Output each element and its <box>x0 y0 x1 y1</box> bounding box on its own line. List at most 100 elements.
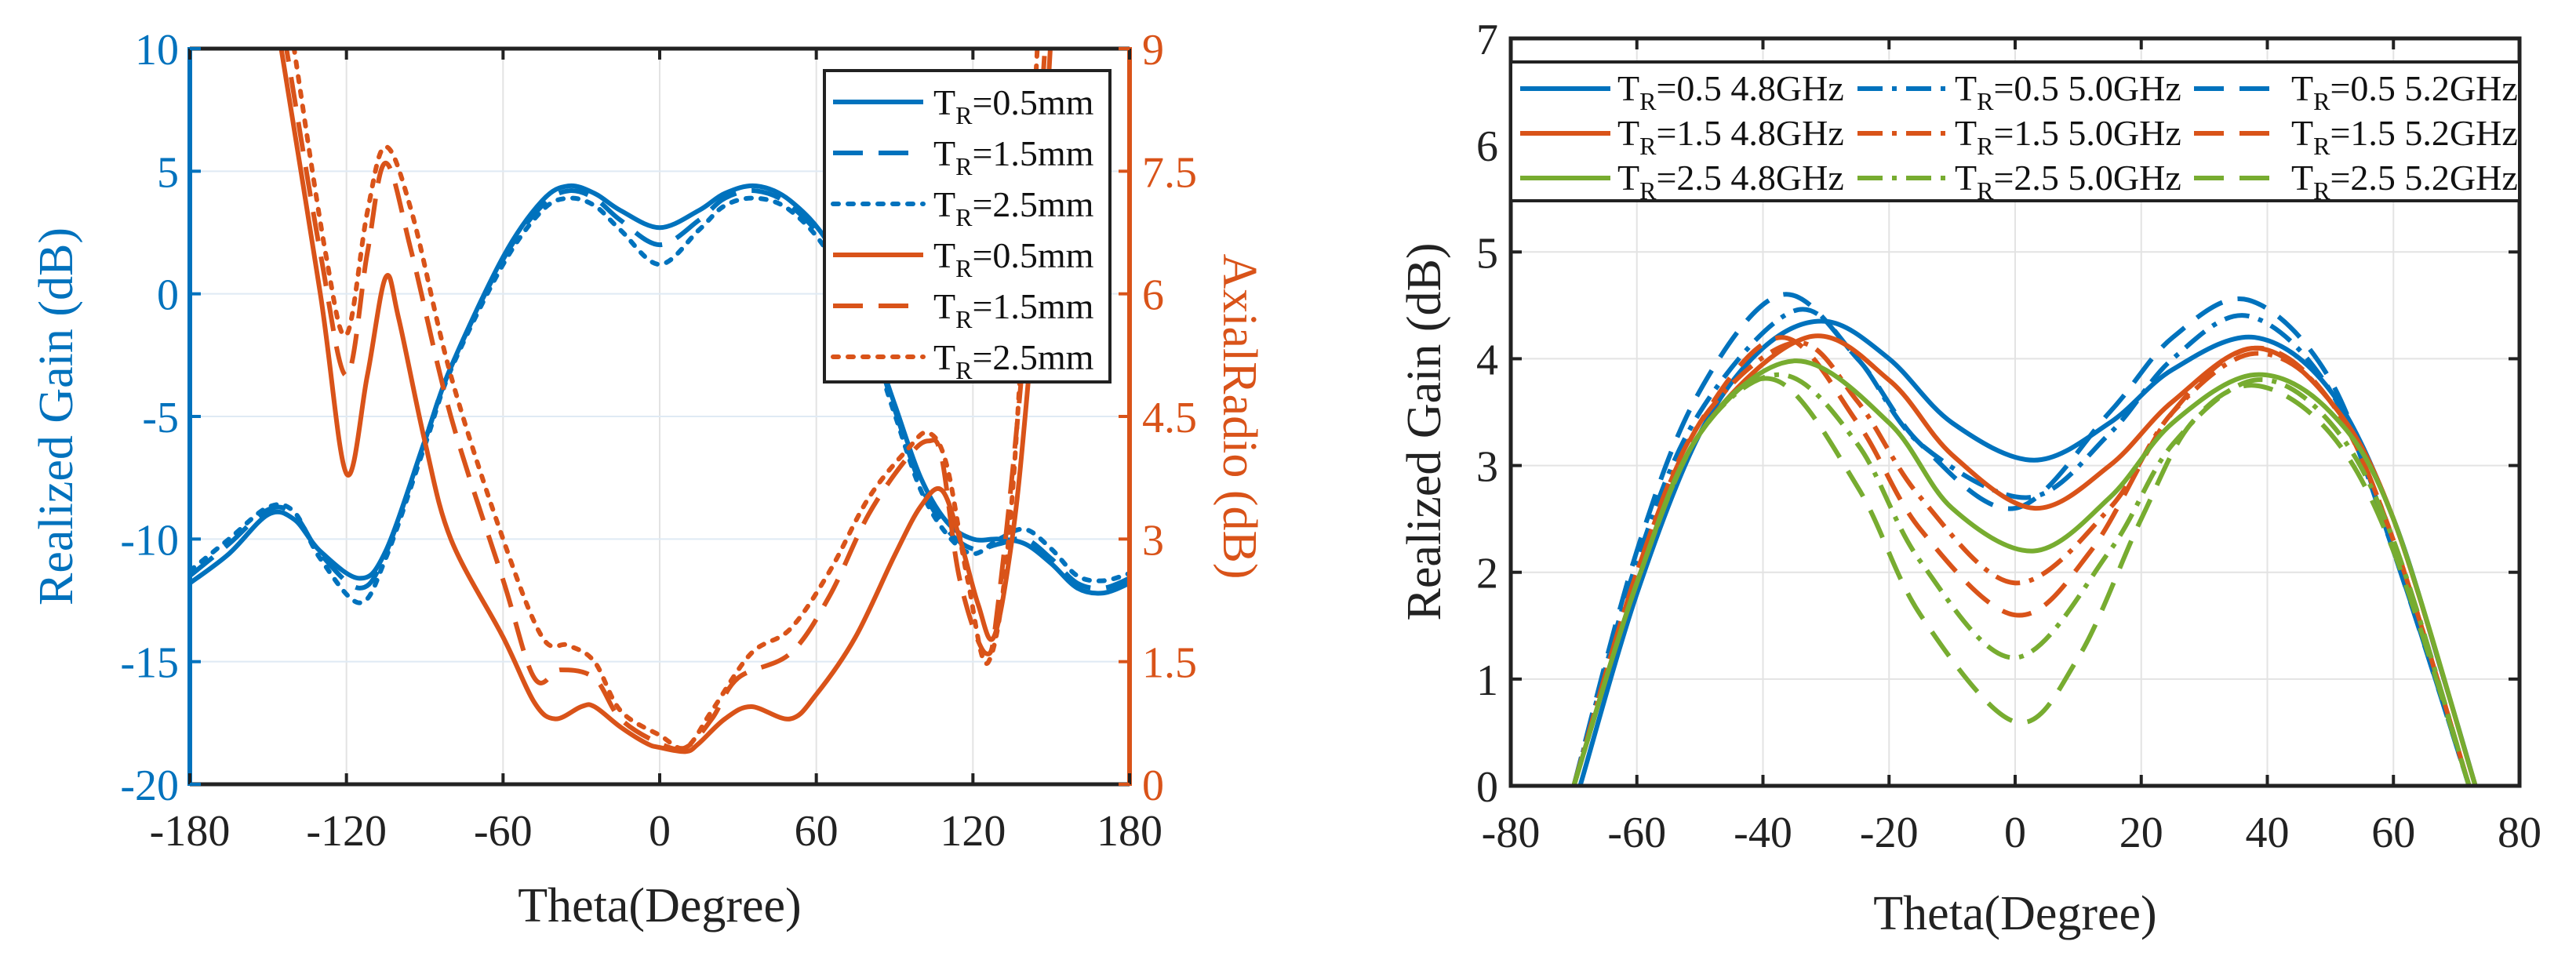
y-tick-label: 5 <box>1476 229 1498 278</box>
legend-subscript: R <box>2313 132 2330 160</box>
legend-item: TR=1.5 5.0GHz <box>1857 113 2181 160</box>
legend-symbol: T <box>933 133 955 173</box>
legend-subscript: R <box>1977 176 1994 205</box>
legend-text: =0.5mm <box>972 82 1093 122</box>
y-tick-label: 7 <box>1476 16 1498 64</box>
legend-text: =2.5 4.8GHz <box>1656 158 1843 198</box>
legend-subscript: R <box>955 203 973 231</box>
legend-box <box>823 69 1112 384</box>
legend-label: TR=1.5 5.2GHz <box>2291 113 2518 160</box>
legend-label: TR=1.5mm <box>933 133 1094 180</box>
legend-symbol: T <box>1617 68 1639 108</box>
legend-subscript: R <box>955 356 973 384</box>
y-right-tick-label: 4.5 <box>1142 394 1197 442</box>
legend-item: TR=2.5mm <box>831 337 1094 384</box>
legend-symbol: T <box>933 286 955 326</box>
x-tick-label: 0 <box>649 807 671 856</box>
legend-subscript: R <box>1639 87 1657 115</box>
x-tick-label: -40 <box>1734 809 1792 857</box>
right-chart-realized-gain: -80 -60 -40 -20 0 20 40 60 80 0 1 2 3 4 5 6 7 Theta(Degre… <box>1398 16 2541 940</box>
legend-symbol: T <box>1955 68 1977 108</box>
legend-subscript: R <box>955 305 973 333</box>
legend-label: TR=2.5 5.2GHz <box>2291 158 2518 205</box>
legend-label: TR=1.5mm <box>933 286 1094 333</box>
legend-text: =1.5mm <box>972 286 1093 326</box>
legend-label: TR=2.5mm <box>933 337 1094 384</box>
series-line-left-dotted <box>190 195 1130 605</box>
legend-item: TR=2.5 5.2GHz <box>2194 158 2518 205</box>
legend-label: TR=0.5mm <box>933 235 1094 282</box>
series-line-left-solid <box>190 183 1130 596</box>
legend-label: TR=2.5mm <box>933 184 1094 231</box>
legend-text: =1.5 4.8GHz <box>1656 113 1843 153</box>
series-group <box>190 49 1130 754</box>
x-tick-label: 120 <box>940 807 1006 856</box>
x-tick-label: -20 <box>1860 809 1919 857</box>
x-axis-title: Theta(Degree) <box>1873 887 2156 940</box>
legend-subscript: R <box>955 101 973 129</box>
legend-subscript: R <box>955 254 973 282</box>
legend-text: =2.5 5.0GHz <box>1993 158 2181 198</box>
x-tick-label: 20 <box>2119 809 2163 857</box>
legend-text: =1.5mm <box>972 133 1093 173</box>
y-right-tick-label: 1.5 <box>1142 639 1197 688</box>
legend: TR=0.5mmTR=1.5mmTR=2.5mmTR=0.5mmTR=1.5mm… <box>823 69 1112 384</box>
x-tick-label: 40 <box>2246 809 2290 857</box>
x-axis-title: Theta(Degree) <box>518 879 801 932</box>
x-tick-label: 60 <box>2371 809 2415 857</box>
legend-item: TR=0.5 5.2GHz <box>2194 68 2518 115</box>
legend-label: TR=2.5 5.0GHz <box>1955 158 2181 205</box>
legend-label: TR=0.5 4.8GHz <box>1617 68 1844 115</box>
y-right-tick-label: 9 <box>1142 26 1164 75</box>
y-tick-label: 10 <box>135 26 179 75</box>
y-right-tick-label: 3 <box>1142 516 1164 565</box>
legend-text: =0.5 5.0GHz <box>1993 68 2181 108</box>
x-tick-label: -120 <box>306 807 387 856</box>
legend-text: =1.5 5.2GHz <box>2330 113 2517 153</box>
y-tick-label: -10 <box>120 516 179 565</box>
legend-subscript: R <box>2313 87 2330 115</box>
legend-subscript: R <box>1639 132 1657 160</box>
legend-symbol: T <box>1617 158 1639 198</box>
x-tick-label: 80 <box>2498 809 2541 857</box>
legend-item: TR=2.5 4.8GHz <box>1520 158 1844 205</box>
legend-symbol: T <box>933 337 955 377</box>
legend-item: TR=2.5mm <box>831 184 1094 231</box>
legend-symbol: T <box>2291 158 2313 198</box>
y-tick-label: -20 <box>120 762 179 810</box>
y-right-tick-label: 7.5 <box>1142 148 1197 197</box>
x-tick-label: -60 <box>474 807 533 856</box>
legend-symbol: T <box>933 82 955 122</box>
legend-item: TR=0.5mm <box>833 82 1094 129</box>
x-tick-label: -180 <box>150 807 231 856</box>
legend-symbol: T <box>2291 113 2313 153</box>
legend-label: TR=0.5mm <box>933 82 1094 129</box>
y-tick-label: 0 <box>157 271 179 320</box>
y-tick-label: 5 <box>157 148 179 197</box>
legend-label: TR=1.5 5.0GHz <box>1955 113 2181 160</box>
legend-text: =2.5mm <box>972 184 1093 224</box>
legend-subscript: R <box>1977 87 1994 115</box>
legend-subscript: R <box>1977 132 1994 160</box>
x-tick-label: 0 <box>2004 809 2026 857</box>
legend-symbol: T <box>1617 113 1639 153</box>
legend-label: TR=0.5 5.2GHz <box>2291 68 2518 115</box>
y-tick-label: 4 <box>1476 336 1498 384</box>
y-right-tick-label: 0 <box>1142 762 1164 810</box>
y-tick-label: 0 <box>1476 763 1498 812</box>
left-chart-gain-axial-ratio: -180 -120 -60 0 60 120 180 -20 -15 -10 -5 0 5 10 0 1.5 3… <box>30 26 1266 932</box>
legend-text: =1.5 5.0GHz <box>1993 113 2181 153</box>
y-tick-label: 2 <box>1476 550 1498 598</box>
series-line-left-dashed <box>190 188 1130 591</box>
series-line-dashed <box>1571 292 2472 786</box>
x-tick-label: -80 <box>1482 809 1541 857</box>
legend-subscript: R <box>1639 176 1657 205</box>
y-tick-label: 6 <box>1476 122 1498 171</box>
legend-symbol: T <box>1955 158 1977 198</box>
legend-text: =2.5mm <box>972 337 1093 377</box>
series-group <box>1571 292 2478 786</box>
legend-symbol: T <box>933 184 955 224</box>
legend-symbol: T <box>2291 68 2313 108</box>
legend-symbol: T <box>933 235 955 275</box>
